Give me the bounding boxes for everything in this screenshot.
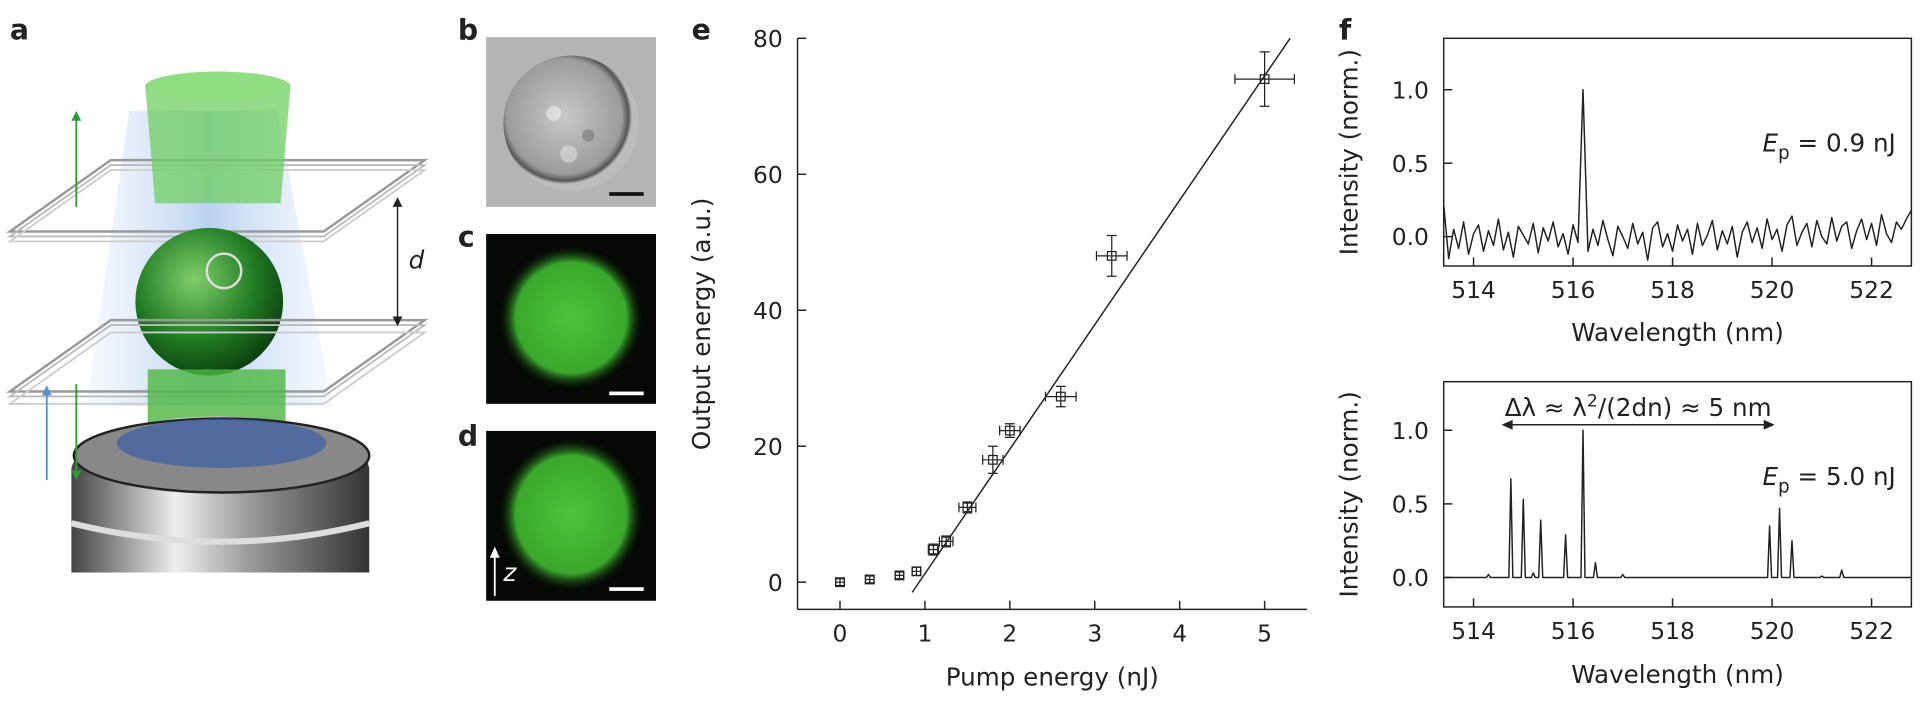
panel-label: c <box>458 220 475 253</box>
x-tick-label: 516 <box>1551 276 1596 304</box>
panel-a-diagram <box>5 71 429 573</box>
x-axis-label: Wavelength (nm) <box>1571 318 1784 347</box>
data-point <box>894 570 905 581</box>
y-axis-label: Output energy (a.u.) <box>687 198 716 450</box>
range-annotation: Δλ ≈ λ2/(2dn) ≈ 5 nm <box>1505 391 1772 422</box>
data-point <box>1259 74 1270 85</box>
fit-line <box>911 37 1291 593</box>
range-text: Δλ ≈ λ <box>1505 393 1587 422</box>
data-point <box>1106 250 1117 261</box>
annotation-text: = 5.0 nJ <box>1790 462 1896 491</box>
range-arrow <box>1501 419 1775 430</box>
panel-b-image <box>486 37 656 207</box>
plot-frame <box>1442 380 1913 608</box>
annotation: Ep = 5.0 nJ <box>1762 462 1895 497</box>
y-tick-label: 0 <box>768 569 783 597</box>
x-tick-label: 522 <box>1849 276 1894 304</box>
y-tick-label: 80 <box>753 25 783 53</box>
x-tick-label: 518 <box>1650 617 1695 645</box>
y-tick-label: 1.0 <box>1392 76 1429 104</box>
annotation-subscript: p <box>1778 143 1790 164</box>
data-point <box>928 544 939 555</box>
x-axis-label: Pump energy (nJ) <box>946 663 1159 692</box>
x-tick-label: 522 <box>1849 617 1894 645</box>
y-tick-label: 20 <box>753 433 783 461</box>
x-tick-label: 516 <box>1551 617 1596 645</box>
y-axis-label: Intensity (norm.) <box>1335 391 1364 597</box>
panel-label: f <box>1339 14 1352 47</box>
y-axis-label: Intensity (norm.) <box>1335 49 1364 255</box>
y-tick-label: 1.0 <box>1392 417 1429 445</box>
panel-c-image <box>486 234 656 404</box>
x-tick-label: 520 <box>1750 276 1795 304</box>
data-point <box>835 577 845 588</box>
data-point <box>1004 425 1015 436</box>
annotation-symbol: E <box>1762 129 1778 158</box>
x-tick-label: 3 <box>1087 619 1102 647</box>
spectrum-line <box>1443 429 1912 579</box>
y-tick-label: 60 <box>753 161 783 189</box>
y-tick-label: 0.5 <box>1392 490 1429 518</box>
annotation-symbol: E <box>1762 462 1778 491</box>
panel-label: e <box>692 14 711 47</box>
annotation: Ep = 0.9 nJ <box>1762 129 1895 164</box>
x-error-bar <box>1095 250 1128 261</box>
range-text: /(2dn) ≈ 5 nm <box>1598 393 1772 422</box>
x-axis-label: Wavelength (nm) <box>1571 660 1784 689</box>
x-tick-label: 518 <box>1650 276 1695 304</box>
x-tick-label: 1 <box>917 619 932 647</box>
panel-label: b <box>458 14 478 47</box>
panel-label: a <box>10 14 29 47</box>
data-point <box>962 502 973 513</box>
x-tick-label: 4 <box>1172 619 1187 647</box>
y-tick-label: 0.0 <box>1392 564 1429 592</box>
panel-label: d <box>458 420 478 453</box>
data-point <box>987 454 998 465</box>
range-superscript: 2 <box>1587 391 1598 411</box>
x-error-bar <box>927 544 940 555</box>
x-error-bar <box>1234 74 1295 85</box>
panel-d-image <box>486 430 656 601</box>
annotation-subscript: p <box>1778 476 1790 497</box>
x-tick-label: 0 <box>833 619 848 647</box>
x-error-bar <box>982 454 1004 465</box>
data-point <box>911 566 922 577</box>
spacing-label: d <box>409 245 425 274</box>
y-tick-label: 40 <box>753 297 783 325</box>
x-error-bar <box>1044 391 1077 402</box>
y-tick-label: 0.0 <box>1392 223 1429 251</box>
y-tick-label: 0.5 <box>1392 150 1429 178</box>
plot-frame <box>1442 37 1913 267</box>
data-point <box>941 536 952 547</box>
x-tick-label: 5 <box>1257 619 1272 647</box>
x-error-bar <box>958 502 977 513</box>
x-tick-label: 514 <box>1451 617 1496 645</box>
axis-label: z <box>502 558 517 587</box>
x-tick-label: 514 <box>1451 276 1496 304</box>
spectrum-line <box>1442 88 1913 261</box>
annotation-text: = 0.9 nJ <box>1790 129 1896 158</box>
x-tick-label: 2 <box>1002 619 1017 647</box>
data-point <box>1055 391 1066 402</box>
x-error-bar <box>999 425 1021 436</box>
data-point <box>864 574 875 585</box>
x-tick-label: 520 <box>1750 617 1795 645</box>
